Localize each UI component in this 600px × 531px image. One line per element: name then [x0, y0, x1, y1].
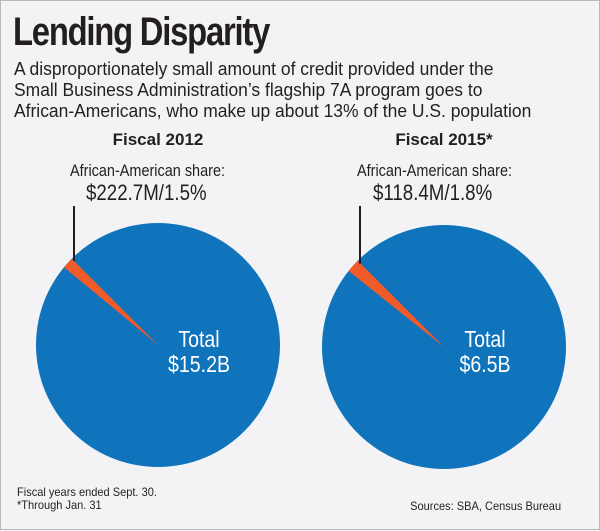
- pie-total-label: Total: [464, 326, 506, 352]
- footnote: Fiscal years ended Sept. 30. *Through Ja…: [17, 486, 157, 512]
- annotation-value-2015: $118.4M/1.8%: [373, 180, 493, 205]
- annotation-label-2015: African-American share:: [357, 161, 512, 180]
- pie-total-value: $15.2B: [168, 351, 230, 377]
- pie-title-2015: Fiscal 2015*: [395, 130, 493, 149]
- footnote-line: *Through Jan. 31: [17, 498, 102, 512]
- chart-title: Lending Disparity: [13, 10, 270, 54]
- pie-slice-african-american: [348, 260, 444, 347]
- pie-title-2012: Fiscal 2012: [112, 130, 204, 149]
- annotation-label-2012: African-American share:: [70, 161, 225, 180]
- chart-subtitle: A disproportionately small amount of cre…: [14, 59, 577, 122]
- subtitle-line: A disproportionately small amount of cre…: [14, 59, 494, 79]
- footnote-line: Fiscal years ended Sept. 30.: [17, 485, 157, 499]
- pie-total-value: $6.5B: [459, 351, 511, 377]
- pie-slice-african-american: [63, 258, 158, 345]
- pie-total-label: Total: [178, 326, 220, 352]
- pie-total-2015: Total $6.5B: [434, 327, 536, 377]
- sources: Sources: SBA, Census Bureau: [410, 499, 561, 513]
- annotation-value-2012: $222.7M/1.5%: [86, 180, 207, 205]
- pie-total-2012: Total $15.2B: [148, 327, 250, 377]
- subtitle-line: Small Business Administration’s flagship…: [14, 80, 483, 100]
- subtitle-line: African-Americans, who make up about 13%…: [14, 101, 532, 121]
